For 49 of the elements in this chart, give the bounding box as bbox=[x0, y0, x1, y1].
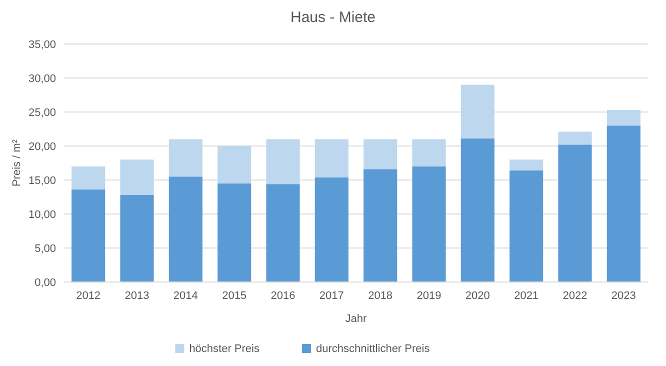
bar bbox=[364, 169, 398, 282]
bar bbox=[266, 184, 300, 282]
bar bbox=[120, 160, 154, 195]
bar bbox=[72, 166, 106, 190]
bar bbox=[120, 194, 154, 282]
x-tick-label: 2020 bbox=[465, 290, 490, 302]
bar bbox=[412, 139, 446, 166]
bar bbox=[412, 166, 446, 282]
bar bbox=[510, 170, 544, 282]
bar bbox=[168, 139, 202, 177]
x-tick-label: 2012 bbox=[76, 290, 101, 302]
y-tick-label: 25,00 bbox=[28, 106, 56, 119]
legend-label: höchster Preis bbox=[189, 343, 260, 355]
chart-title: Haus - Miete bbox=[290, 9, 376, 26]
y-tick-label: 20,00 bbox=[28, 140, 56, 153]
bar bbox=[314, 139, 348, 178]
legend-label: durchschnittlicher Preis bbox=[316, 343, 430, 355]
x-tick-label: 2014 bbox=[173, 290, 198, 302]
x-tick-label: 2023 bbox=[611, 290, 636, 302]
x-tick-label: 2022 bbox=[562, 290, 588, 302]
y-tick-label: 35,00 bbox=[28, 38, 56, 51]
x-tick-label: 2018 bbox=[368, 290, 393, 302]
bar bbox=[558, 132, 592, 145]
x-tick-label: 2017 bbox=[319, 290, 344, 302]
y-tick-label: 30,00 bbox=[28, 72, 56, 85]
y-tick-label: 10,00 bbox=[28, 208, 56, 221]
x-tick-label: 2013 bbox=[124, 290, 150, 302]
x-axis-title: Jahr bbox=[345, 313, 368, 325]
bar bbox=[72, 190, 106, 282]
x-tick-label: 2019 bbox=[416, 290, 442, 302]
y-axis-title: Preis / m² bbox=[11, 139, 23, 187]
bar bbox=[606, 126, 640, 282]
bar bbox=[218, 183, 252, 282]
y-tick-label: 15,00 bbox=[28, 174, 56, 187]
y-tick-label: 0,00 bbox=[34, 276, 56, 289]
y-tick-label: 5,00 bbox=[34, 242, 56, 255]
x-tick-label: 2015 bbox=[222, 290, 247, 302]
bar bbox=[168, 176, 202, 282]
bar bbox=[460, 138, 494, 282]
bar bbox=[606, 110, 640, 126]
bar bbox=[266, 139, 300, 184]
bar bbox=[460, 84, 494, 139]
bar bbox=[510, 160, 544, 170]
bar bbox=[314, 177, 348, 282]
bar bbox=[558, 144, 592, 282]
bar bbox=[218, 146, 252, 184]
x-tick-label: 2016 bbox=[270, 290, 296, 302]
bar bbox=[364, 139, 398, 170]
x-tick-label: 2021 bbox=[514, 290, 539, 302]
